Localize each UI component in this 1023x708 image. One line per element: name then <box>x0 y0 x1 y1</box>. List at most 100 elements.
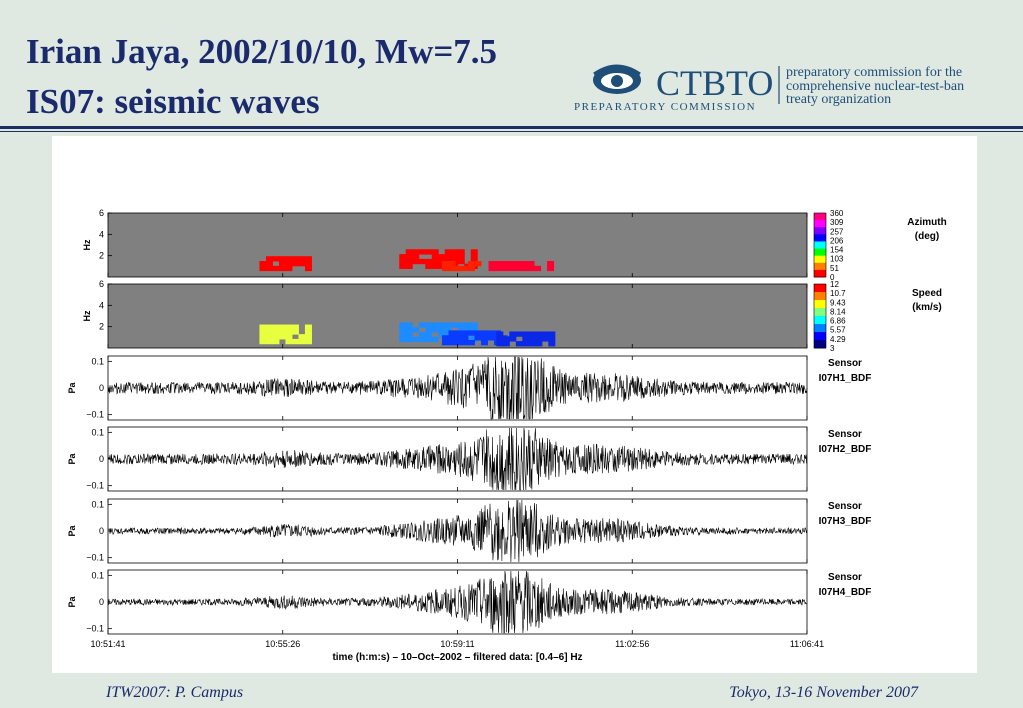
spectrogram-cell <box>495 265 503 272</box>
spectrogram-cell <box>480 340 488 346</box>
spectrogram-cell <box>272 334 280 340</box>
spectrogram-cell <box>541 336 549 342</box>
spectrogram-cell <box>515 341 523 347</box>
spectrogram-cell <box>441 340 449 346</box>
spectrogram-cell <box>272 329 280 335</box>
spectrogram-cell <box>474 330 482 336</box>
colorbar-tick-label: 309 <box>830 218 844 227</box>
spectrogram-cell <box>502 336 510 342</box>
x-tick-label: 11:02:56 <box>615 639 649 649</box>
ctbto-logo: CTBTO PREPARATORY COMMISSION preparatory… <box>574 63 964 113</box>
spectrogram-cell <box>259 329 267 335</box>
spectrogram-cell <box>425 332 433 338</box>
y-tick-label: 2 <box>99 251 104 261</box>
slide-title: Irian Jaya, 2002/10/10, Mw=7.5 <box>26 32 498 71</box>
x-axis-label: time (h:m:s) – 10–Oct–2002 – filtered da… <box>332 652 582 663</box>
x-tick-label: 10:59:11 <box>440 639 474 649</box>
x-tick-label: 11:06:41 <box>790 639 824 649</box>
spectrogram-cell <box>448 265 456 272</box>
seismic-chart: 246Hz360309257206154103510Azimuth(deg)24… <box>67 208 947 663</box>
spectrogram-cell <box>457 249 465 255</box>
footer-author: ITW2007: P. Campus <box>106 684 244 701</box>
header-rule <box>0 126 1023 129</box>
y-tick-label: −0.1 <box>86 410 104 420</box>
spectrogram-cell <box>425 336 433 343</box>
spectrogram-cell <box>405 327 413 333</box>
spectrogram-cell <box>522 331 530 337</box>
colorbar-tick-label: 6.86 <box>830 317 846 326</box>
eye-icon <box>593 64 641 94</box>
spectrogram-cell <box>418 249 426 255</box>
y-tick-label: 6 <box>99 279 104 289</box>
spectrogram-cell <box>399 336 407 343</box>
spectrogram-cell <box>405 258 413 265</box>
spectrogram-cell <box>467 265 475 272</box>
spectrogram-cell <box>496 336 504 342</box>
colorbar-segment <box>814 234 826 242</box>
spectrogram-cell <box>547 261 555 267</box>
logo-name: CTBTO <box>656 63 773 103</box>
colorbar-tick-label: 9.43 <box>830 298 846 307</box>
waveform-trace <box>107 427 808 491</box>
colorbar-units: (km/s) <box>912 302 941 313</box>
spectrogram-cell <box>259 261 267 267</box>
colorbar-tick-label: 10.7 <box>830 289 846 298</box>
sensor-label: Sensor <box>828 429 862 440</box>
sensor-label: Sensor <box>828 501 862 512</box>
spectrogram-cell <box>509 331 517 337</box>
spectrogram-cell <box>454 265 462 272</box>
spectrogram-cell <box>521 265 529 272</box>
waveform-trace <box>107 356 808 420</box>
colorbar-tick-label: 4.29 <box>830 335 846 344</box>
sensor-label: Sensor <box>828 572 862 583</box>
spectrogram-cell <box>467 261 475 267</box>
spectrogram-cell <box>265 338 273 345</box>
spectrogram-cell <box>444 254 452 260</box>
spectrogram-cell <box>399 327 407 333</box>
spectrogram-cell <box>467 340 475 346</box>
spectrogram-cell <box>457 258 465 265</box>
spectrogram-cell <box>508 261 516 267</box>
spectrogram-cell <box>304 338 312 345</box>
spectrogram-cell <box>304 329 312 335</box>
spectrogram-cell <box>457 322 465 328</box>
colorbar-segment <box>814 308 826 317</box>
spectrogram-cell <box>528 341 536 347</box>
spectrogram-cell <box>528 336 536 342</box>
spectrogram-cell <box>441 265 449 272</box>
logo-subtitle: PREPARATORY COMMISSION <box>574 101 756 113</box>
spectrogram-cell <box>514 265 522 272</box>
y-tick-label: 0 <box>99 383 104 393</box>
spectrogram-cell <box>285 261 293 267</box>
spectrogram-cell <box>496 341 504 347</box>
footer-location: Tokyo, 13-16 November 2007 <box>729 684 918 701</box>
spectrogram-cell <box>547 265 555 272</box>
spectrogram-cell <box>508 265 516 272</box>
y-tick-label: −0.1 <box>86 481 104 491</box>
spectrogram-cell <box>285 256 293 262</box>
spectrogram-cell <box>418 322 426 328</box>
spectrogram-cell <box>451 249 459 255</box>
spectrogram-cell <box>441 261 449 267</box>
spectrogram-cell <box>488 265 496 272</box>
figure-panel: 2 4 6 Hz 360 309 257 206 154 103 51 0 Azimuth (deg) 2 4… <box>52 136 977 673</box>
sensor-name: I07H2_BDF <box>819 444 872 455</box>
y-tick-label: 0 <box>99 526 104 536</box>
spectrogram-cell <box>438 322 446 328</box>
x-tick-label: 10:51:41 <box>90 639 125 649</box>
colorbar-segment <box>814 241 826 250</box>
spectrogram-cell <box>461 330 469 336</box>
spectrogram-cell <box>285 338 293 345</box>
y-tick-label: 0.1 <box>91 427 104 437</box>
y-axis-label: Hz <box>82 310 92 321</box>
spectrogram-cell <box>298 334 306 340</box>
colorbar-tick-label: 360 <box>830 209 844 218</box>
spectrogram-cell <box>470 249 478 255</box>
spectrogram-cell <box>515 331 523 337</box>
spectrogram-cell <box>405 249 413 255</box>
sensor-name: I07H4_BDF <box>819 587 872 598</box>
spectrogram-cell <box>438 254 446 260</box>
waveform-trace <box>107 570 808 634</box>
header-rule-thin <box>0 131 1023 132</box>
spectrogram-cell <box>444 249 452 255</box>
